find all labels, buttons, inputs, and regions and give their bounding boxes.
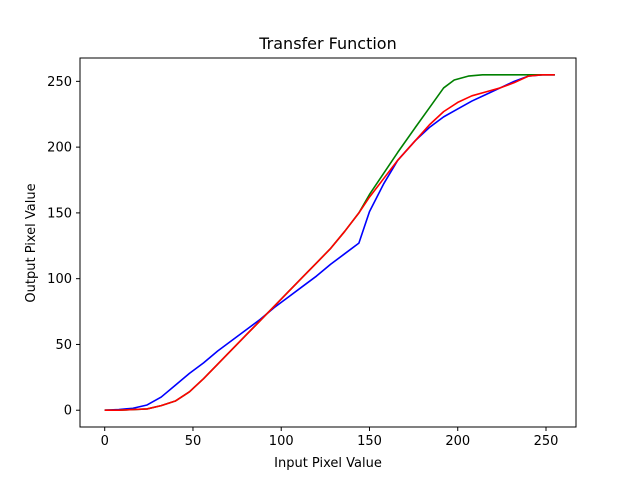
x-axis-label: Input Pixel Value xyxy=(274,456,382,471)
y-tick-label-50: 50 xyxy=(55,338,72,353)
x-tick-label-200: 200 xyxy=(445,434,470,449)
y-tick-label-100: 100 xyxy=(47,272,72,287)
series-line-2 xyxy=(104,73,555,412)
x-tick-label-100: 100 xyxy=(269,434,294,449)
x-tick-label-250: 250 xyxy=(534,434,559,449)
plot-area: 0 50 100 150 200 250 0 50 100 150 200 250 xyxy=(47,57,577,449)
x-tick-label-0: 0 xyxy=(101,434,109,449)
y-tick-label-200: 200 xyxy=(47,141,72,156)
series-line-0 xyxy=(104,73,555,412)
chart-title: Transfer Function xyxy=(258,34,396,53)
y-axis-label: Output Pixel Value xyxy=(24,183,39,302)
x-tick-label-150: 150 xyxy=(357,434,382,449)
axes-frame xyxy=(79,57,577,428)
y-tick-label-250: 250 xyxy=(47,75,72,90)
y-tick-label-0: 0 xyxy=(64,404,72,419)
y-tick-label-150: 150 xyxy=(47,206,72,221)
x-tick-label-50: 50 xyxy=(185,434,202,449)
